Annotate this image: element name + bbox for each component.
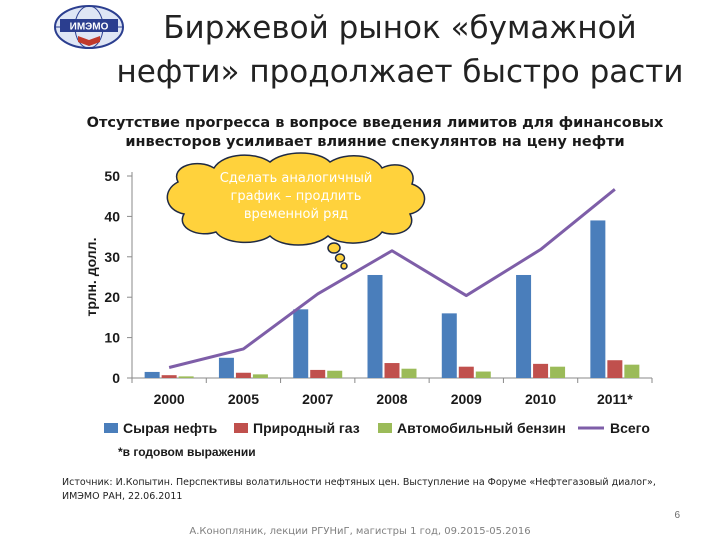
legend-label: Всего <box>610 420 650 436</box>
chart-title-line1: Отсутствие прогресса в вопросе введения … <box>86 115 664 131</box>
y-tick-label: 0 <box>112 370 120 386</box>
callout-tail-bubble-1 <box>327 242 341 254</box>
footer-text: А.Конопляник, лекции РГУНиГ, магистры 1 … <box>189 526 531 537</box>
page-number: 6 <box>674 510 680 521</box>
bar <box>218 357 234 378</box>
x-tick-label: 2009 <box>451 391 482 407</box>
callout-tail-bubble-2 <box>334 253 346 263</box>
y-tick-label: 20 <box>104 289 120 305</box>
imemo-logo: ИМЭМО <box>54 5 124 49</box>
callout-cloud <box>166 152 426 246</box>
bar <box>327 370 343 378</box>
slide-title: Биржевой рынок «бумажной нефти» продолжа… <box>110 6 690 94</box>
source-note: Источник: И.Копытин. Перспективы волатил… <box>62 477 656 502</box>
bar <box>384 363 400 378</box>
legend-swatch <box>104 423 118 433</box>
bar <box>624 364 640 378</box>
y-tick-label: 40 <box>104 208 120 224</box>
series-line-total <box>168 188 616 369</box>
legend-swatch <box>378 423 392 433</box>
bar <box>516 274 532 378</box>
slide-title-line1: Биржевой рынок «бумажной <box>163 10 637 46</box>
x-tick-label: 2010 <box>525 391 556 407</box>
bar <box>533 363 549 378</box>
logo-banner <box>60 19 118 32</box>
legend-label: Автомобильный бензин <box>397 420 566 436</box>
x-tick-label: 2007 <box>302 391 333 407</box>
bar <box>550 366 566 378</box>
slide-title-line2: нефти» продолжает быстро расти <box>116 54 684 90</box>
y-tick-label: 50 <box>104 168 120 184</box>
y-tick-label: 10 <box>104 330 120 346</box>
bar <box>458 366 474 378</box>
bar <box>367 274 383 378</box>
bar <box>475 371 491 378</box>
legend-label: Сырая нефть <box>123 420 218 436</box>
bar <box>178 376 194 378</box>
chart-title: Отсутствие прогресса в вопросе введения … <box>80 114 670 152</box>
bar <box>144 371 160 378</box>
bar <box>310 369 326 378</box>
chart-title-line2: инвесторов усиливает влияние спекулянтов… <box>125 134 625 150</box>
bar <box>252 374 268 378</box>
bar <box>441 313 457 378</box>
bar <box>161 375 177 378</box>
legend-swatch <box>234 423 248 433</box>
x-tick-label: 2011* <box>597 391 633 407</box>
bar <box>590 220 606 378</box>
bar <box>293 309 309 378</box>
legend-label: Природный газ <box>253 420 360 436</box>
bar <box>607 360 623 378</box>
chart-footnote: *в годовом выражении <box>118 445 256 459</box>
y-axis-label: трлн. долл. <box>83 238 99 317</box>
callout-tail-bubble-3 <box>340 262 348 270</box>
bar <box>401 368 417 378</box>
bar <box>235 372 251 378</box>
x-tick-label: 2008 <box>376 391 407 407</box>
y-tick-label: 30 <box>104 249 120 265</box>
logo-book-icon <box>78 36 100 46</box>
x-tick-label: 2005 <box>228 391 259 407</box>
x-tick-label: 2000 <box>154 391 185 407</box>
callout-text: Сделать аналогичный график – продлить вр… <box>219 171 373 222</box>
logo-text: ИМЭМО <box>70 22 109 33</box>
